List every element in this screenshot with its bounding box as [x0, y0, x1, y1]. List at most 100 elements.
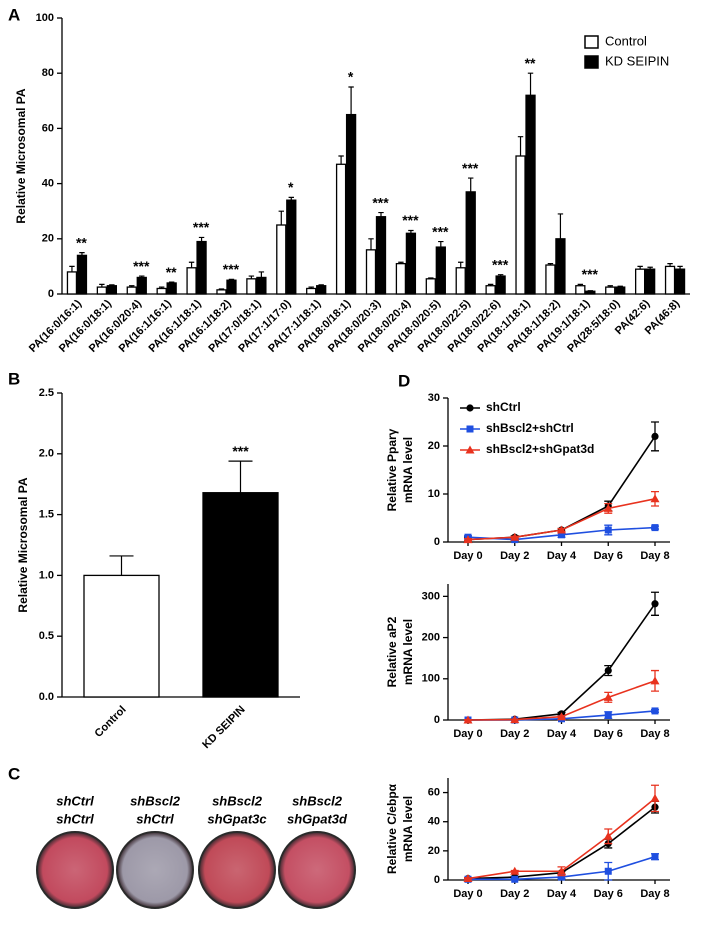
marker [558, 873, 565, 881]
well-label: shCtrl [56, 793, 94, 808]
significance: *** [582, 266, 599, 282]
bar [246, 278, 257, 295]
legend-label: shBscl2+shCtrl [486, 421, 574, 435]
well-label: shBscl2 [130, 793, 181, 808]
y-tick-label: 20 [428, 845, 440, 857]
marker [651, 707, 659, 715]
marker [557, 712, 566, 721]
marker [651, 524, 659, 532]
y-axis-label: Relative Microsomal PA [16, 477, 30, 612]
significance: ** [76, 234, 87, 250]
bar [156, 287, 167, 295]
significance: *** [462, 160, 479, 176]
bar [306, 287, 317, 295]
marker [650, 793, 660, 802]
x-tick-label: Day 8 [640, 728, 669, 740]
y-axis-label: Relative C/ebpα [385, 783, 399, 874]
bar [425, 278, 436, 295]
bar [605, 286, 616, 295]
error-bar [468, 177, 474, 192]
significance: *** [372, 194, 389, 210]
bar [495, 275, 506, 295]
bar [96, 286, 108, 295]
significance: ** [166, 264, 177, 280]
legend-label: shBscl2+shGpat3d [486, 442, 594, 456]
bar [76, 254, 88, 295]
legend-swatch [584, 35, 599, 49]
bar [256, 276, 267, 295]
bar [276, 224, 287, 295]
bar [166, 282, 177, 295]
well-label: shCtrl [56, 811, 94, 826]
x-tick-label: Day 2 [500, 888, 529, 900]
marker [465, 445, 475, 454]
significance: *** [133, 258, 150, 274]
marker [463, 874, 473, 883]
significance: *** [492, 256, 509, 272]
bar [316, 285, 327, 295]
y-tick-label: 2.5 [39, 387, 54, 399]
y-tick-label: 20 [428, 440, 440, 452]
bar [66, 271, 78, 295]
error-bar [368, 238, 374, 250]
bar [365, 249, 377, 295]
legend-swatch [584, 55, 599, 69]
bar [375, 216, 387, 295]
y-tick-label: 0 [434, 536, 440, 548]
y-tick-label: 10 [428, 488, 440, 500]
panel-label: B [8, 369, 20, 388]
x-tick-label: Day 0 [453, 550, 482, 562]
x-tick-label: Day 4 [547, 728, 577, 740]
marker [651, 600, 659, 608]
marker [603, 692, 613, 701]
error-bar [348, 86, 354, 115]
marker [604, 711, 612, 719]
significance: *** [193, 219, 210, 235]
marker [604, 666, 612, 675]
significance: * [348, 69, 354, 85]
significance: *** [432, 223, 449, 239]
marker [603, 831, 613, 840]
bar [615, 286, 626, 295]
x-tick-label: Day 0 [453, 888, 482, 900]
marker [604, 526, 612, 534]
marker [557, 866, 566, 875]
y-tick-label: 100 [422, 673, 440, 685]
y-tick-label: 60 [42, 122, 54, 134]
well-label: shBscl2 [212, 793, 263, 808]
y-tick-label: 0 [48, 288, 54, 300]
legend-label: KD SEIPIN [605, 53, 669, 68]
error-bar [438, 240, 444, 248]
bar [186, 267, 197, 295]
bar [405, 232, 417, 295]
bar [555, 238, 566, 295]
error-bar [198, 236, 205, 242]
marker [466, 404, 474, 412]
marker [557, 525, 566, 534]
bar [575, 285, 586, 295]
marker [510, 715, 520, 724]
legend-label: Control [605, 33, 647, 48]
y-tick-label: 1.0 [39, 569, 54, 581]
y-tick-label: 200 [422, 631, 440, 643]
bar [345, 113, 357, 295]
error-bar [338, 155, 344, 165]
bar [545, 264, 556, 295]
y-axis-label: mRNA level [401, 619, 415, 685]
x-tick-label: KD SEIPIN [200, 704, 247, 751]
marker [603, 503, 613, 512]
marker [511, 875, 519, 883]
y-axis-label: Relative Pparγ [385, 428, 399, 511]
bar [485, 285, 496, 295]
significance: *** [223, 261, 240, 277]
y-tick-label: 300 [422, 590, 440, 602]
error-bar [458, 261, 464, 268]
well-label: shCtrl [136, 811, 174, 826]
bar [335, 163, 347, 295]
bar [435, 246, 446, 295]
bar [634, 268, 646, 295]
panel-label: A [8, 5, 20, 24]
y-tick-label: 30 [428, 392, 440, 404]
bar [216, 289, 227, 295]
